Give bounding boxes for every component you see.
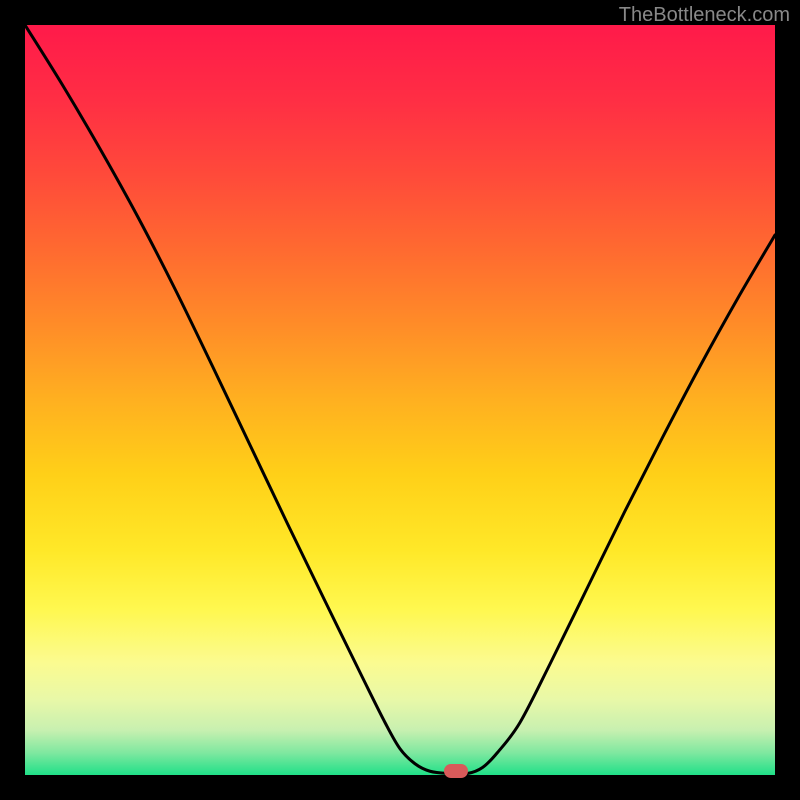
chart-minimum-marker — [444, 764, 468, 778]
watermark-text: TheBottleneck.com — [619, 4, 790, 27]
chart-plot-area — [25, 25, 775, 775]
chart-curve — [25, 25, 775, 775]
